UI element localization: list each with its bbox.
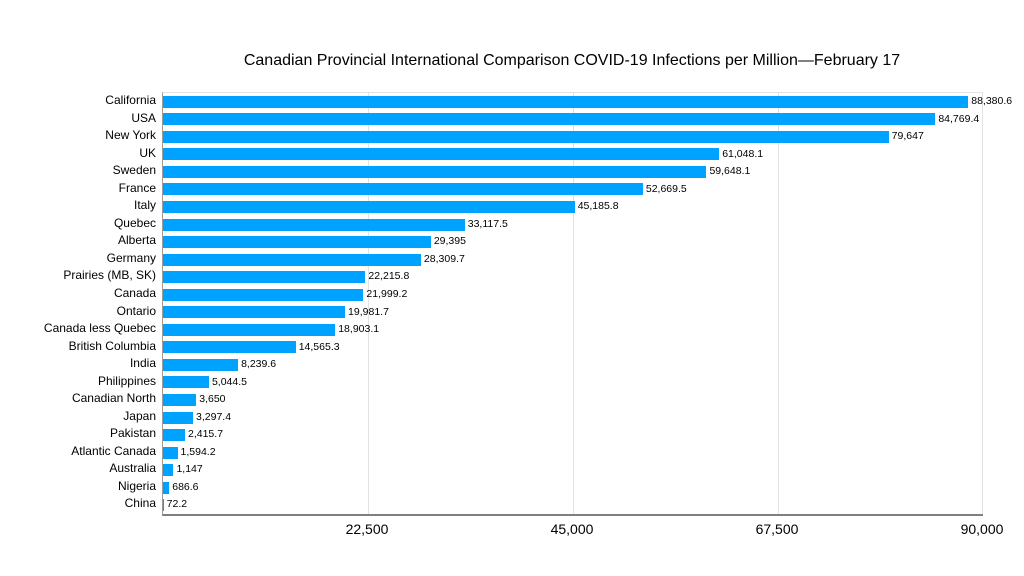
bar: [163, 236, 431, 249]
value-label: 2,415.7: [188, 428, 224, 441]
value-label: 79,647: [891, 130, 924, 143]
bar: [163, 411, 194, 424]
bar: [163, 271, 366, 284]
bar: [163, 446, 178, 459]
category-label: Alberta: [117, 233, 156, 248]
plot-area: 88,380.6 84,769.4 79,647 61,048.1 59,648.1 52…: [162, 92, 1012, 516]
category-label: Sweden: [112, 163, 156, 178]
category-label: China: [124, 496, 156, 511]
bar: [163, 183, 643, 196]
value-label: 61,048.1: [722, 147, 764, 160]
category-label: Italy: [133, 198, 156, 213]
value-label: 19,981.7: [348, 305, 389, 318]
value-label: 88,380.6: [971, 95, 1013, 107]
category-label: Ontario: [116, 303, 156, 318]
value-label: 5,044.5: [211, 375, 247, 388]
value-label: 1,594.2: [180, 445, 216, 458]
bar: [163, 393, 197, 406]
bar: [163, 148, 720, 161]
bar: [163, 481, 170, 494]
category-label: Nigeria: [117, 478, 156, 493]
gridline: [982, 93, 983, 514]
bar: [163, 306, 346, 319]
value-label: 29,395: [433, 235, 466, 248]
category-label: France: [118, 180, 156, 195]
category-label: Prairies (MB, SK): [63, 268, 156, 283]
category-label: New York: [105, 128, 156, 143]
bar: [163, 218, 465, 231]
category-label: India: [129, 356, 156, 371]
category-label: British Columbia: [68, 338, 156, 353]
value-label: 21,999.2: [366, 287, 408, 300]
gridline: [778, 93, 779, 514]
value-label: 8,239.6: [241, 358, 277, 371]
x-tick-label: 45,000: [550, 521, 594, 537]
value-label: 84,769.4: [938, 112, 980, 125]
bar: [163, 201, 575, 214]
gridline: [573, 93, 574, 514]
value-label: 72.2: [166, 498, 188, 511]
x-tick-label: 22,500: [345, 521, 389, 537]
bar: [163, 358, 239, 371]
gridline: [368, 93, 369, 514]
bar: [163, 429, 185, 442]
value-label: 52,669.5: [645, 182, 687, 195]
category-label: Germany: [106, 250, 156, 265]
value-label: 686.6: [172, 480, 199, 493]
value-label: 33,117.5: [467, 217, 508, 230]
value-label: 3,650: [199, 393, 226, 406]
category-label: Canada less Quebec: [43, 321, 156, 336]
bar: [163, 499, 164, 512]
value-label: 18,903.1: [338, 323, 380, 336]
bar: [163, 253, 421, 266]
value-label: 1,147: [176, 463, 203, 476]
category-label: Quebec: [113, 215, 156, 230]
value-label: 3,297.4: [196, 410, 232, 423]
category-label: Canadian North: [71, 391, 156, 406]
x-tick-label: 67,500: [755, 521, 799, 537]
category-label: Japan: [123, 408, 156, 423]
category-label: California: [105, 93, 156, 107]
category-label: Pakistan: [109, 426, 156, 441]
category-label: Canada: [113, 285, 156, 300]
category-label: Australia: [109, 461, 156, 476]
value-label: 14,565.3: [298, 340, 340, 353]
bar: [163, 323, 336, 336]
bar: [163, 464, 174, 477]
category-label: USA: [131, 110, 156, 125]
value-label: 28,309.7: [423, 252, 465, 265]
chart-title: Canadian Provincial International Compar…: [243, 52, 901, 69]
bar: [163, 113, 936, 126]
x-tick-label: 90,000: [960, 521, 1004, 537]
category-label: UK: [139, 145, 156, 160]
bar: [163, 288, 364, 301]
category-label: Philippines: [97, 373, 156, 388]
category-label: Atlantic Canada: [71, 443, 156, 458]
bar: [163, 95, 969, 108]
bar: [163, 165, 707, 178]
bar: [163, 341, 296, 354]
value-label: 22,215.8: [368, 270, 410, 283]
bar: [163, 130, 889, 143]
value-label: 59,648.1: [709, 165, 751, 178]
value-label: 45,185.8: [577, 200, 619, 213]
bar: [163, 376, 209, 389]
